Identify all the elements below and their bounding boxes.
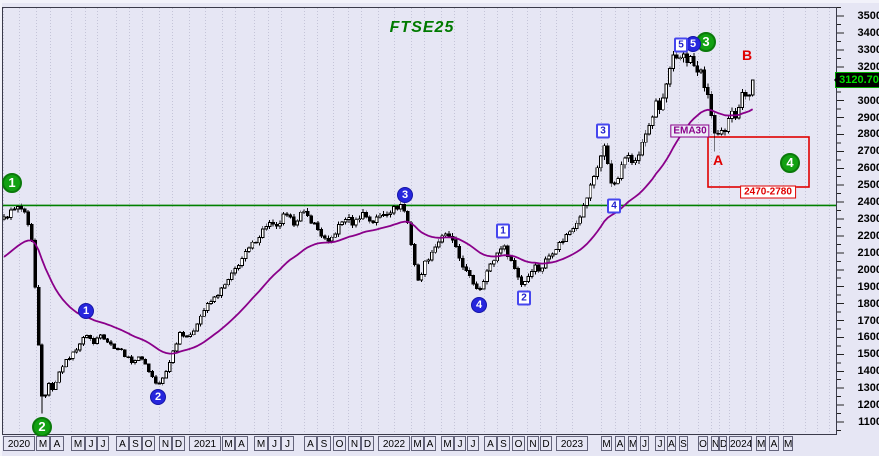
candles-layer bbox=[2, 48, 755, 414]
price-axis-ticks bbox=[837, 7, 844, 431]
price-chart[interactable] bbox=[2, 3, 879, 456]
gridlines bbox=[3, 8, 830, 433]
target-zone-box bbox=[707, 136, 810, 188]
ema30-line bbox=[3, 108, 754, 355]
plot-border bbox=[2, 7, 837, 435]
